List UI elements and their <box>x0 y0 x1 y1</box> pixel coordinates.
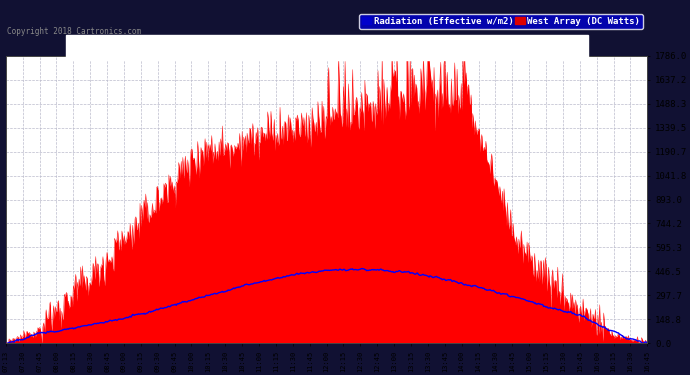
Title: West Array Power & Effective Solar Radiation Tue Jan 30 16:54: West Array Power & Effective Solar Radia… <box>71 40 582 54</box>
Legend: Radiation (Effective w/m2), West Array (DC Watts): Radiation (Effective w/m2), West Array (… <box>359 14 643 28</box>
Text: Copyright 2018 Cartronics.com: Copyright 2018 Cartronics.com <box>7 27 141 36</box>
